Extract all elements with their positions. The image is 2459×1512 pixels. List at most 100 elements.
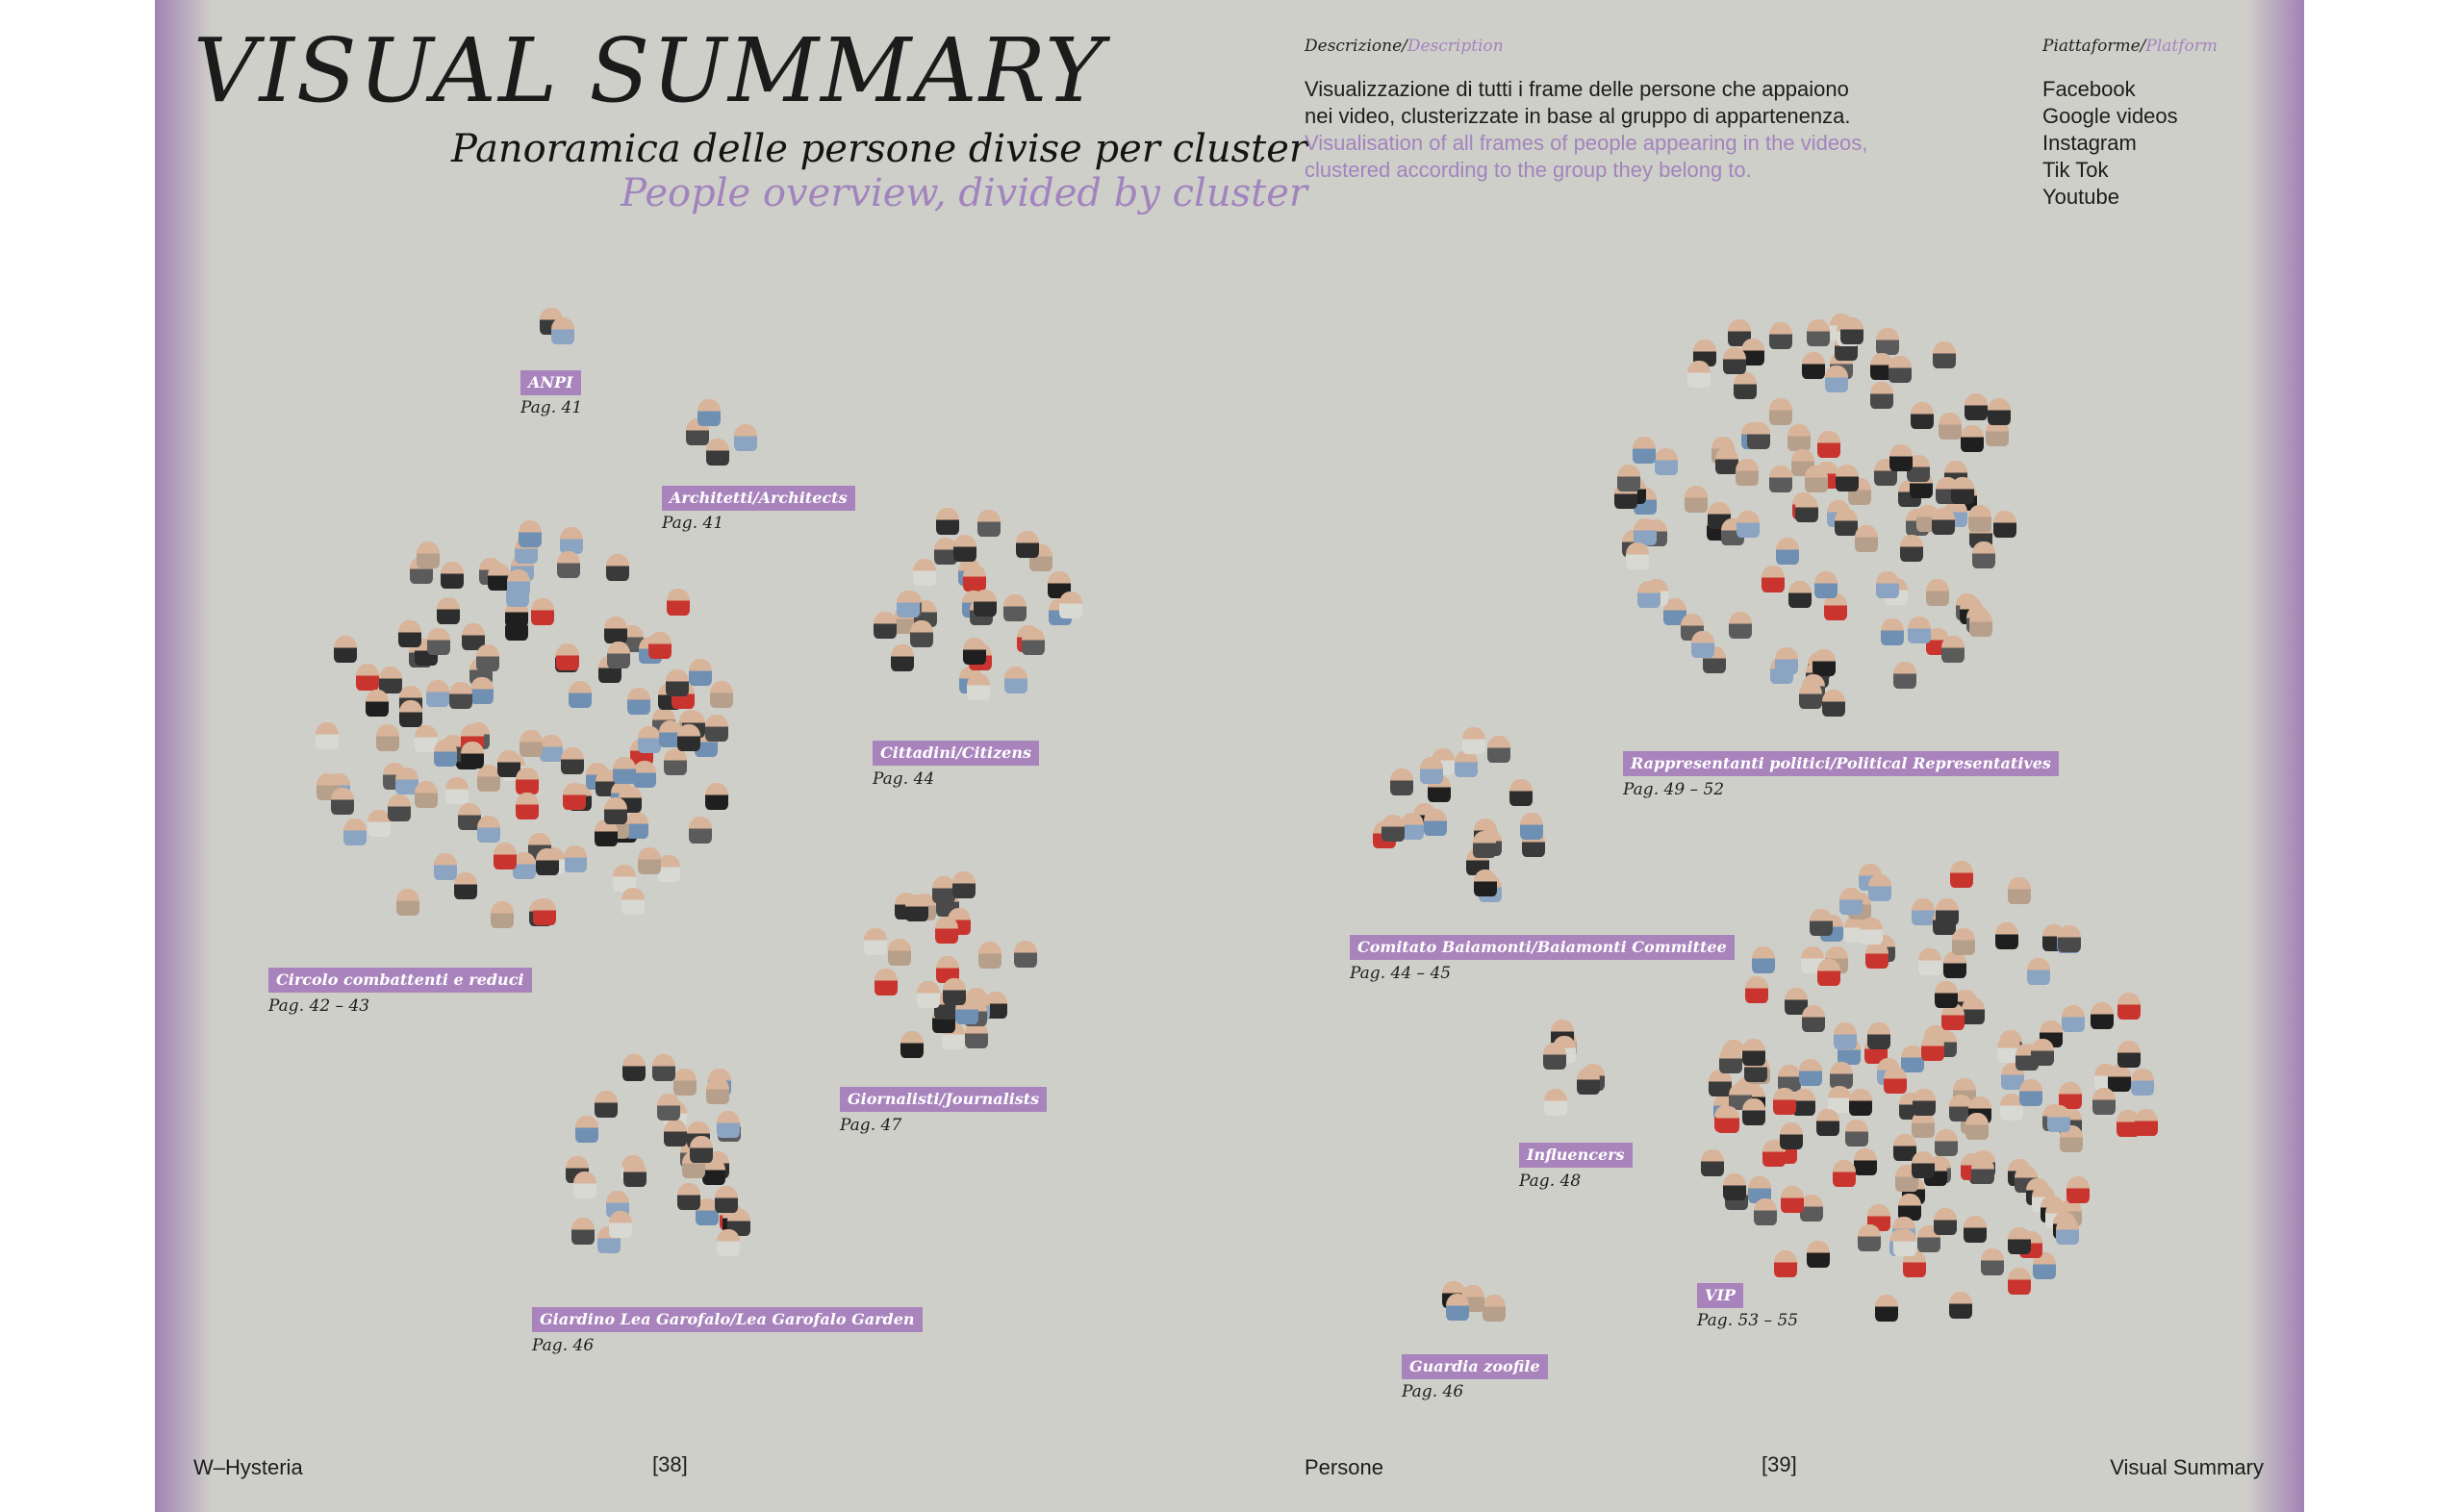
person-frame	[1907, 616, 1931, 643]
person-frame	[1880, 617, 1904, 645]
person-frame	[1812, 648, 1836, 676]
person-frame	[1925, 579, 1949, 607]
person-frame	[1722, 346, 1746, 374]
person-frame	[1849, 1089, 1873, 1117]
person-frame	[900, 1030, 924, 1058]
person-frame	[604, 616, 628, 643]
person-frame	[689, 816, 713, 844]
person-frame	[672, 1069, 697, 1096]
person-frame	[334, 635, 358, 663]
person-frame	[1912, 1150, 1936, 1178]
person-frame	[551, 316, 575, 344]
person-frame	[913, 558, 937, 586]
magazine-spread: VISUAL SUMMARY Panoramica delle persone …	[155, 0, 2304, 1512]
person-frame	[606, 553, 630, 581]
person-frame	[416, 542, 440, 569]
person-frame	[519, 730, 543, 758]
person-frame	[1014, 940, 1038, 968]
person-frame	[1994, 922, 2018, 950]
person-frame	[716, 1229, 740, 1257]
person-frame	[1932, 340, 1956, 368]
person-frame	[1898, 1194, 1922, 1222]
person-frame	[1778, 1064, 1802, 1092]
person-frame	[1718, 1046, 1742, 1074]
person-frame	[1722, 1172, 1746, 1200]
person-frame	[540, 735, 564, 763]
person-frame	[1021, 627, 1045, 655]
person-frame	[965, 1021, 989, 1049]
platforms-header-it: Piattaforme/	[2042, 37, 2146, 56]
person-frame	[962, 638, 986, 666]
person-frame	[633, 760, 657, 788]
person-frame	[1775, 647, 1799, 675]
person-frame	[1700, 1149, 1724, 1177]
person-frame	[519, 520, 543, 548]
cluster-label-architetti: Architetti/Architects	[662, 486, 855, 511]
description-line: Visualizzazione di tutti i frame delle p…	[1305, 77, 1849, 101]
person-frame	[1382, 814, 1406, 842]
person-frame	[689, 658, 713, 686]
person-frame	[612, 757, 636, 785]
person-frame	[887, 939, 911, 967]
person-frame	[1768, 321, 1792, 349]
person-frame	[1962, 996, 1986, 1024]
person-frame	[1058, 592, 1082, 619]
person-frame	[490, 900, 514, 928]
description-header: Descrizione/Description	[1305, 37, 1504, 56]
person-frame	[1854, 1147, 1878, 1175]
footer-left-page-number: [38]	[652, 1452, 688, 1476]
person-frame	[1832, 1160, 1856, 1188]
person-frame	[1745, 975, 1769, 1003]
person-frame	[647, 632, 672, 660]
person-frame	[1828, 1085, 1852, 1113]
footer-left-title: W–Hysteria	[193, 1455, 303, 1479]
person-frame	[1633, 518, 1657, 546]
person-frame	[1969, 609, 1993, 637]
person-frame	[1003, 666, 1027, 693]
person-frame	[1773, 1088, 1797, 1116]
person-frame	[1799, 682, 1823, 710]
person-frame	[638, 725, 662, 753]
page-title: VISUAL SUMMARY	[193, 19, 1105, 122]
person-frame	[1972, 542, 1996, 569]
person-frame	[2057, 924, 2081, 952]
person-frame	[1446, 1293, 1470, 1321]
person-frame	[1835, 464, 1859, 491]
person-frame	[952, 535, 976, 563]
person-frame	[606, 642, 630, 669]
person-frame	[368, 810, 392, 838]
person-frame	[453, 871, 477, 899]
person-frame	[1935, 1129, 1959, 1157]
cluster-page-rappresentanti: Pag. 49 – 52	[1623, 780, 1725, 799]
person-frame	[1910, 402, 1934, 430]
person-frame	[433, 739, 457, 767]
platform-item: Tik Tok	[2042, 158, 2109, 182]
person-frame	[414, 725, 438, 753]
person-frame	[603, 797, 627, 825]
person-frame	[1794, 495, 1818, 523]
person-frame	[436, 596, 460, 624]
cluster-baiamonti-image	[1365, 723, 1558, 916]
person-frame	[2117, 1040, 2142, 1068]
person-frame	[890, 643, 914, 671]
person-frame	[1788, 581, 1813, 609]
person-frame	[2008, 877, 2032, 905]
person-frame	[1912, 1089, 1936, 1117]
person-frame	[1934, 980, 1958, 1008]
person-frame	[621, 1054, 646, 1082]
person-frame	[1815, 1108, 1839, 1136]
person-frame	[1987, 397, 2011, 425]
cluster-label-cittadini: Cittadini/Citizens	[873, 741, 1039, 766]
person-frame	[1389, 768, 1413, 795]
description-header-it: Descrizione/	[1305, 37, 1407, 56]
person-frame	[575, 1116, 599, 1144]
cluster-page-circolo: Pag. 42 – 43	[268, 996, 370, 1016]
person-frame	[1935, 897, 1959, 925]
person-frame	[1787, 424, 1812, 452]
person-frame	[1801, 1005, 1825, 1033]
cluster-page-vip: Pag. 53 – 55	[1697, 1311, 1799, 1330]
person-frame	[2117, 992, 2141, 1020]
person-frame	[612, 864, 636, 892]
person-frame	[2107, 1065, 2131, 1093]
person-frame	[426, 679, 450, 707]
